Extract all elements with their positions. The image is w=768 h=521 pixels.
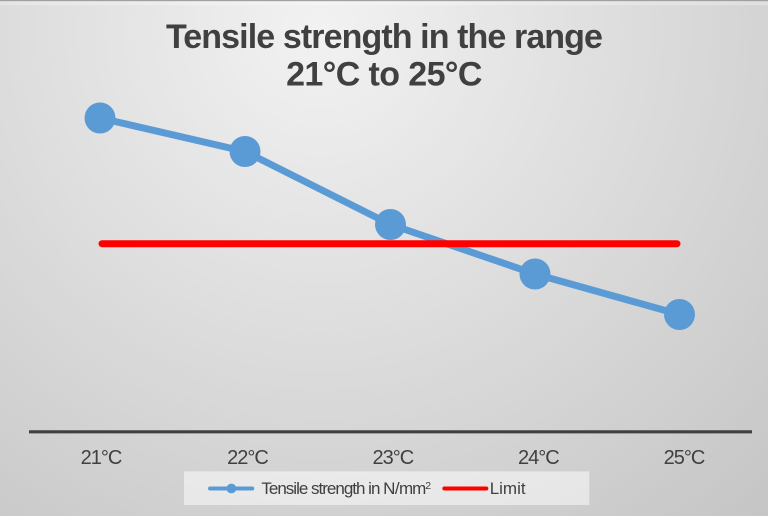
svg-text:Tensile strength in the range: Tensile strength in the range — [166, 18, 602, 56]
svg-text:21°C to 25°C: 21°C to 25°C — [286, 56, 482, 94]
svg-text:21°C: 21°C — [81, 447, 122, 469]
svg-text:22°C: 22°C — [227, 447, 268, 469]
svg-text:Limit: Limit — [490, 479, 526, 498]
svg-text:24°C: 24°C — [518, 447, 559, 469]
svg-text:Tensile strength in N / mm2: Tensile strength in N / mm2 — [261, 479, 431, 498]
svg-text:23°C: 23°C — [372, 447, 413, 469]
svg-text:25°C: 25°C — [664, 447, 705, 469]
